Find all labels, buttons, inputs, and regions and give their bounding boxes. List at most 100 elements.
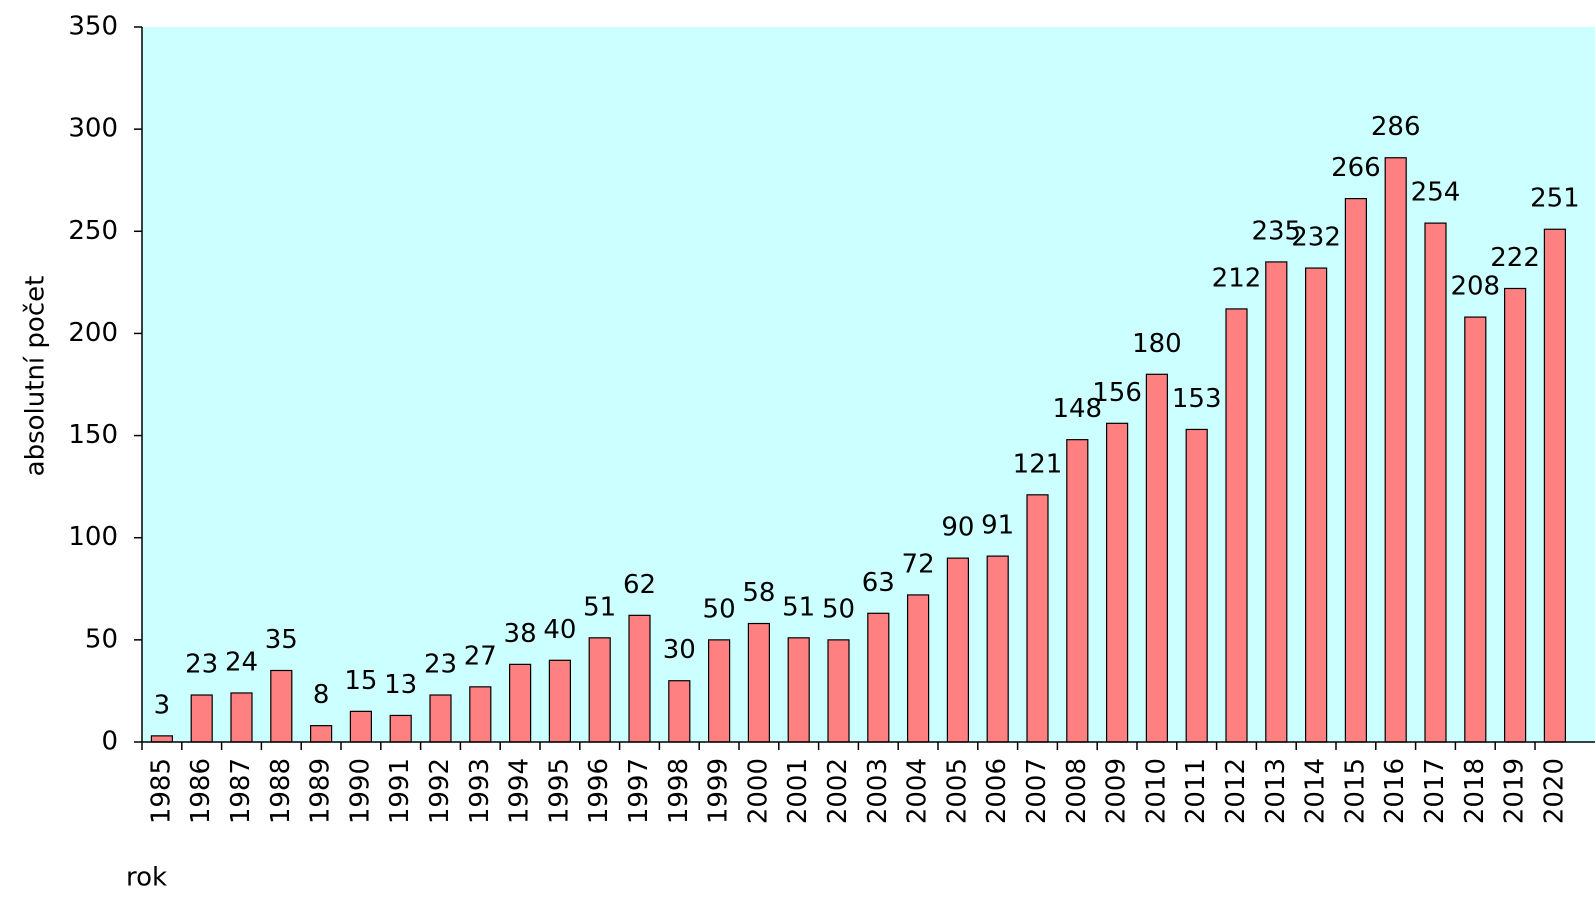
data-label: 121 [1013, 449, 1063, 479]
data-label: 38 [504, 619, 537, 649]
bar [310, 725, 333, 743]
bar [1464, 316, 1487, 743]
x-tick-label: 2006 [982, 758, 1012, 824]
data-label: 8 [313, 680, 330, 710]
x-tick-label: 1988 [266, 758, 296, 824]
y-tick-label: 350 [68, 12, 118, 42]
x-tick-label: 2020 [1539, 758, 1569, 824]
data-label: 51 [782, 592, 815, 622]
bar [1424, 222, 1447, 743]
x-tick-label: 2015 [1340, 758, 1370, 824]
x-tick-label: 1986 [186, 758, 216, 824]
data-label: 62 [623, 570, 656, 600]
bar [1145, 373, 1169, 743]
y-tick-label: 300 [68, 114, 118, 144]
data-label: 91 [981, 511, 1014, 541]
bar [1066, 439, 1089, 743]
data-label: 24 [225, 647, 258, 677]
x-tick-label: 1994 [505, 758, 535, 824]
data-label: 235 [1251, 216, 1301, 246]
x-tick-label: 1995 [544, 758, 574, 824]
data-label: 23 [185, 650, 218, 680]
x-tick-label: 2007 [1022, 758, 1052, 824]
x-tick-label: 1985 [146, 758, 176, 824]
bar [986, 555, 1009, 743]
x-tick-label: 1989 [306, 758, 336, 824]
y-tick-label: 50 [85, 624, 118, 654]
data-label: 13 [384, 670, 417, 700]
x-tick-label: 2010 [1141, 758, 1171, 824]
x-tick-label: 2009 [1102, 758, 1132, 824]
data-label: 58 [742, 578, 775, 608]
bar [190, 694, 213, 743]
bar [1225, 308, 1248, 743]
x-tick-label: 1990 [345, 758, 375, 824]
bar [787, 637, 810, 743]
bar [509, 663, 532, 743]
data-label: 63 [862, 568, 895, 598]
x-tick-label: 2017 [1420, 758, 1450, 824]
data-label: 90 [941, 513, 974, 543]
x-tick-label: 2011 [1181, 758, 1211, 824]
bar [588, 637, 611, 743]
x-tick-label: 1999 [704, 758, 734, 824]
bar [1105, 422, 1129, 743]
data-label: 50 [822, 594, 855, 624]
bar [707, 639, 731, 743]
x-tick-label: 1998 [664, 758, 694, 824]
data-label: 286 [1371, 112, 1421, 142]
x-tick-label: 2012 [1221, 758, 1251, 824]
x-tick-label: 2013 [1261, 758, 1291, 824]
data-label: 156 [1092, 378, 1142, 408]
data-label: 180 [1132, 329, 1182, 359]
bar [1543, 228, 1567, 743]
x-tick-label: 2000 [743, 758, 773, 824]
data-label: 208 [1450, 272, 1500, 302]
x-tick-label: 2008 [1062, 758, 1092, 824]
bar [389, 714, 412, 743]
data-label: 30 [663, 635, 696, 665]
data-label: 15 [344, 666, 377, 696]
x-tick-label: 1993 [465, 758, 495, 824]
bar [827, 639, 850, 743]
y-tick-label: 0 [101, 727, 118, 757]
data-label: 251 [1530, 184, 1580, 214]
x-tick-label: 2019 [1500, 758, 1530, 824]
bar [548, 659, 572, 743]
x-tick-label: 2001 [783, 758, 813, 824]
x-tick-label: 2016 [1380, 758, 1410, 824]
x-tick-label: 1996 [584, 758, 614, 824]
x-tick-label: 2018 [1460, 758, 1490, 824]
y-tick-label: 100 [68, 522, 118, 552]
data-label: 35 [265, 625, 298, 655]
data-label: 40 [543, 615, 576, 645]
y-tick-label: 150 [68, 420, 118, 450]
x-tick-label: 1992 [425, 758, 455, 824]
bar [1384, 157, 1407, 743]
bar [747, 622, 771, 743]
data-label: 3 [154, 690, 171, 720]
bar [906, 594, 930, 743]
data-label: 23 [424, 650, 457, 680]
y-tick-label: 250 [68, 216, 118, 246]
bar [628, 614, 651, 743]
bar [270, 669, 293, 743]
x-tick-label: 2002 [823, 758, 853, 824]
y-tick-label: 200 [68, 318, 118, 348]
x-tick-label: 1997 [624, 758, 654, 824]
data-label: 266 [1331, 153, 1381, 183]
data-label: 254 [1411, 178, 1461, 208]
data-label: 222 [1490, 243, 1540, 273]
data-label: 27 [464, 641, 497, 671]
x-tick-label: 2005 [942, 758, 972, 824]
x-tick-label: 1987 [226, 758, 256, 824]
bar [1265, 261, 1288, 743]
bar [1503, 287, 1527, 743]
bar [1026, 494, 1049, 743]
bar [1304, 267, 1328, 743]
data-label: 148 [1052, 394, 1102, 424]
data-label: 212 [1212, 263, 1262, 293]
bar [230, 692, 253, 743]
bar [1344, 198, 1368, 743]
x-tick-label: 2014 [1301, 758, 1331, 824]
